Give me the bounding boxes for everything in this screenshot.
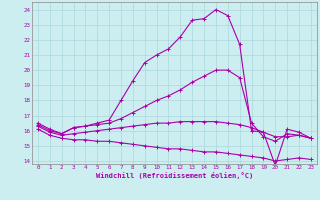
X-axis label: Windchill (Refroidissement éolien,°C): Windchill (Refroidissement éolien,°C) xyxy=(96,172,253,179)
